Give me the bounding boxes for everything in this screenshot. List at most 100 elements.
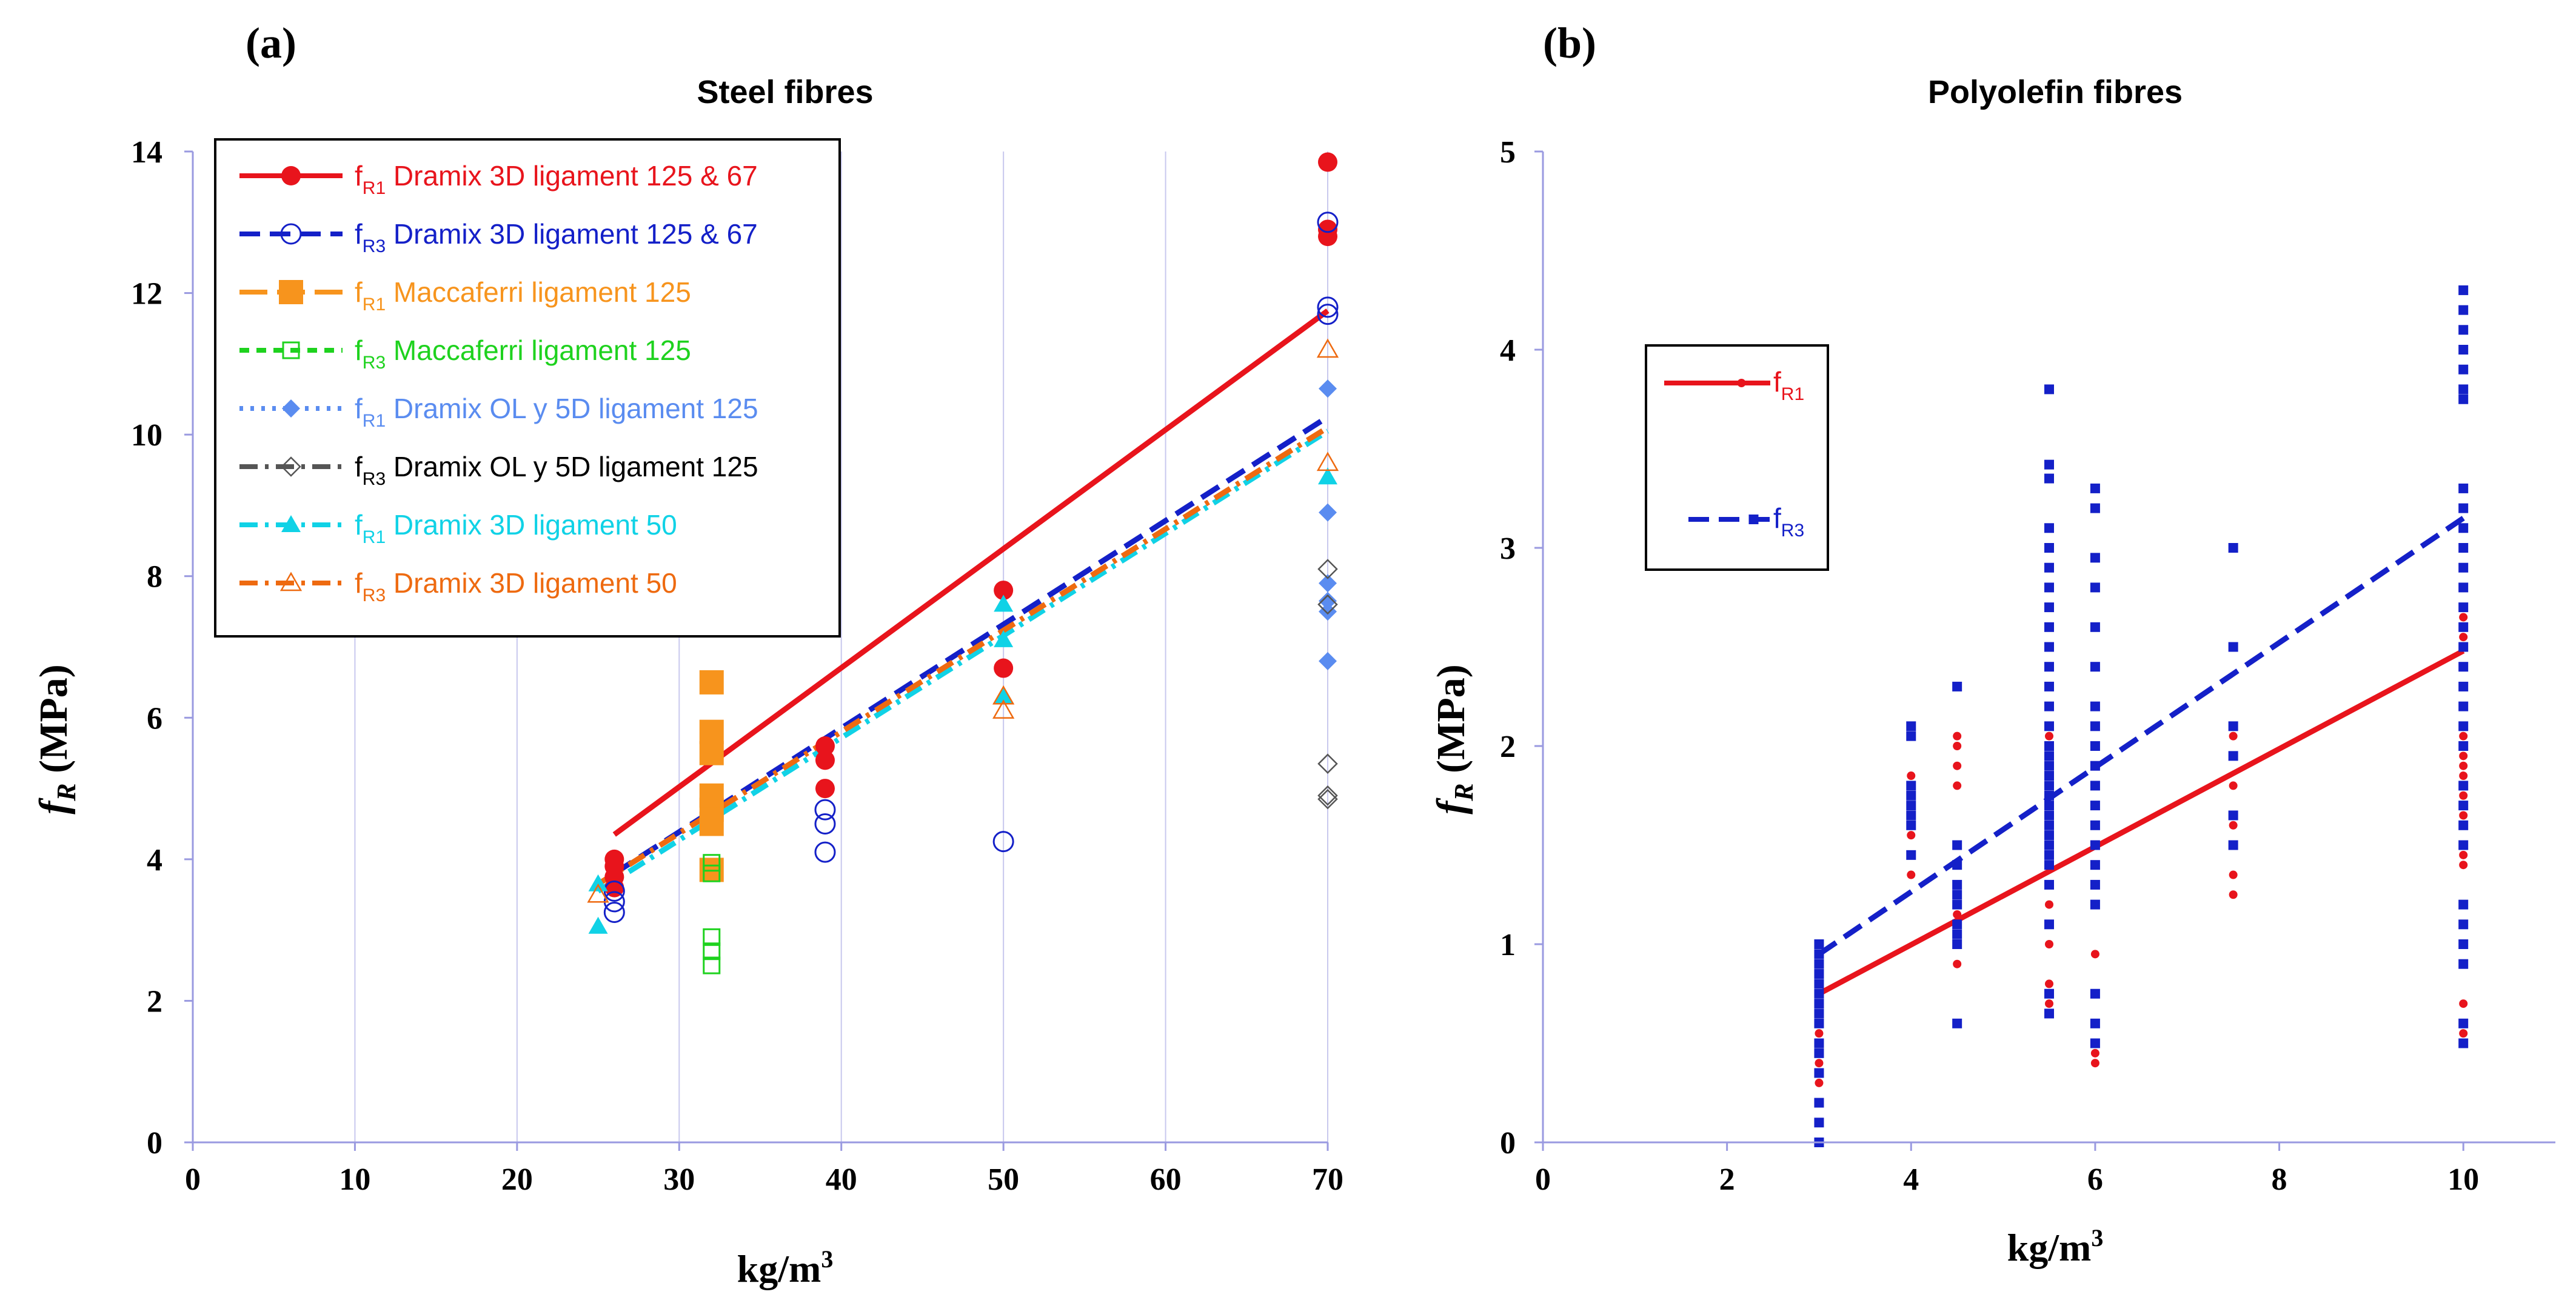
panel-a-x-axis-label: kg/m3 [737,1245,834,1290]
panel-a-data-point [994,595,1014,612]
panel-a-data-point [1317,296,1339,318]
panel-b-fit-line [1818,648,2465,996]
panel-b-x-tick-label: 6 [2087,1162,2103,1197]
panel-b-data-point [2090,503,2100,513]
panel-b-data-point [1952,890,1962,900]
panel-a-x-tick-label: 60 [1150,1162,1182,1197]
legend-entry: fR1 Maccaferri ligament 125 [355,276,691,315]
panel-b-data-point [1953,910,1962,919]
panel-b-data-point [2044,602,2054,613]
panel-b-data-point [2228,642,2238,652]
panel-b-x-tick-label: 0 [1535,1162,1551,1197]
panel-b-data-point [2458,959,2469,969]
panel-a-data-point [1317,788,1338,810]
panel-b-data-point [2458,543,2469,553]
panel-b-label: (b) [1543,19,1596,67]
legend-marker [282,399,300,418]
panel-b-data-point [2044,562,2054,573]
panel-b-data-point [2458,840,2469,850]
panel-a-data-point [604,849,624,869]
panel-b-data-point [2044,850,2054,860]
panel-a-y-tick-label: 14 [131,135,162,170]
panel-b-data-point [2044,523,2054,533]
panel-a-data-point [1318,219,1337,239]
panel-b-data-point [2044,761,2054,771]
panel-b-data-point [1952,899,1962,910]
panel-b-data-point [1814,1118,1824,1128]
panel-b-data-point [1814,949,1824,959]
panel-b-data-point [2044,879,2054,890]
panel-a-data-point [1317,212,1339,233]
panel-a-title: Steel fibres [697,74,873,110]
panel-b-data-point [2458,562,2469,573]
panel-a-legend: fR1 Dramix 3D ligament 125 & 67 fR3 Drami… [214,138,841,638]
panel-a-y-tick-label: 0 [147,1126,162,1161]
panel-b-y-axis-label: fR (MPa) [1429,664,1479,814]
legend-marker [280,223,302,245]
panel-b-data-point [1953,731,1962,741]
panel-a-y-axis-label: fR (MPa) [32,664,81,814]
panel-a-data-point [1319,379,1337,398]
panel-b-data-point [2458,582,2469,593]
panel-b-data-point [1815,1078,1824,1087]
panel-b-data-point [2458,662,2469,672]
panel-b-data-point [1815,1059,1824,1068]
panel-a-data-point [815,779,835,799]
panel-b-data-point [2458,285,2469,295]
panel-b-data-point [2044,741,2054,751]
legend-entry: fR1 Dramix 3D ligament 50 [355,509,677,547]
panel-b-data-point [1907,831,1916,840]
panel-b-data-point [2458,801,2469,811]
panel-b-data-point [1814,979,1824,989]
panel-b-data-point [1814,969,1824,979]
panel-b-data-point [2090,761,2100,771]
panel-b-data-point [1906,721,1916,731]
panel-a-y-tick-label: 2 [147,984,162,1019]
panel-b-y-tick-label: 1 [1500,928,1516,962]
panel-b-data-point [2458,741,2469,751]
panel-b-y-tick-label: 5 [1500,135,1516,170]
panel-a-fit-line [597,425,1330,887]
panel-b-data-point [2090,582,2100,593]
panel-a-data-point [815,750,835,770]
legend-entry: fR1 Dramix OL y 5D ligament 125 [355,393,758,431]
panel-b-data-point [2090,899,2100,910]
panel-b-data-point [1814,999,1824,1009]
panel-b-data-point [1907,771,1916,781]
panel-b-data-point [1814,959,1824,969]
panel-a-data-point [994,687,1014,704]
panel-b-data-point [1906,820,1916,830]
panel-b-data-point [2090,879,2100,890]
panel-a-data-point [1319,651,1337,670]
panel-b-data-point [2044,459,2054,470]
panel-b-data-point [2090,1048,2099,1058]
panel-b-data-point [1952,860,1962,870]
panel-b-data-point [2228,840,2238,850]
legend-entry: fR1 [1773,366,1804,404]
panel-b-x-tick-label: 4 [1903,1162,1919,1197]
panel-b-data-point [2228,810,2238,821]
panel-b-data-point [2458,820,2469,830]
panel-a-x-tick-label: 20 [501,1162,533,1197]
panel-b-data-point [1814,1008,1824,1019]
panel-a-data-point [699,741,724,765]
panel-b-data-point [1953,742,1962,750]
panel-b-data-point [2045,999,2053,1008]
panel-b-data-point [2044,701,2054,711]
legend-entry: fR1 Dramix 3D ligament 125 & 67 [355,160,758,198]
panel-b-data-point [2459,761,2468,770]
legend-entry: fR3 Dramix 3D ligament 125 & 67 [355,218,758,256]
panel-b-data-point [2090,701,2100,711]
panel-b-data-point [2045,940,2053,948]
panel-a-legend-box [214,138,841,638]
panel-b-data-point [2459,861,2468,870]
panel-a-y-tick-label: 12 [131,277,162,312]
panel-b-data-point [1952,919,1962,930]
panel-b-data-point [2090,662,2100,672]
panel-a: (a) Steel fibres 0 10 20 30 40 50 60 70 0 2 4 6 8 10 1… [32,19,1343,1290]
panel-a-data-point [1319,503,1337,522]
panel-a-data-point [703,864,721,882]
panel-b-data-point [2090,1059,2099,1068]
panel-b-data-point [2044,820,2054,830]
panel-b-title: Polyolefin fibres [1928,74,2183,110]
